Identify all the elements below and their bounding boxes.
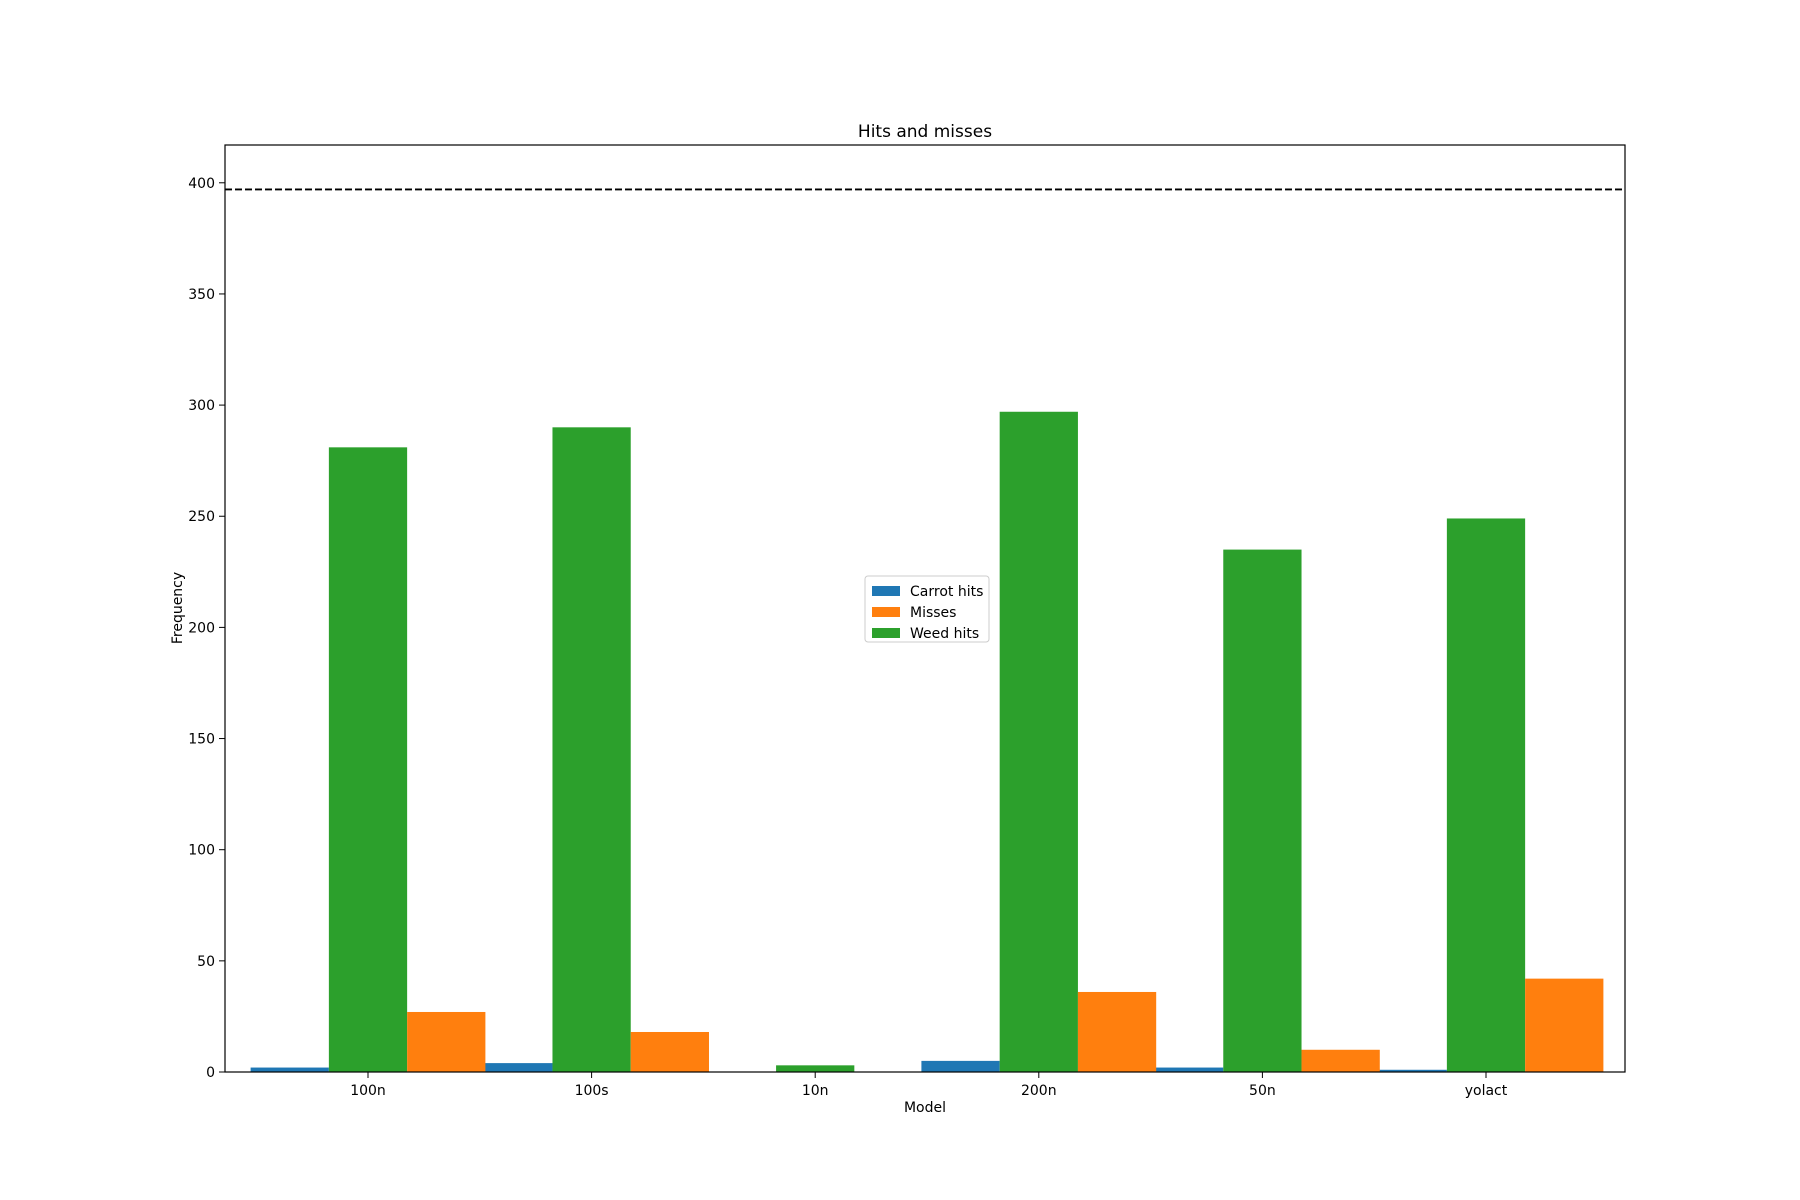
bar-misses-200n [1077, 991, 1157, 1072]
y-axis: 0 50 100 150 200 250 300 350 400 [188, 176, 225, 1081]
legend-label-carrot-hits: Carrot hits [910, 584, 983, 600]
legend-swatch-misses [872, 607, 900, 617]
x-axis: 100n 100s 10n 200n 50n yolact [350, 1072, 1508, 1099]
y-tick-label-200: 200 [188, 620, 215, 636]
legend: Carrot hits Misses Weed hits [864, 575, 990, 643]
bar-carrot-hits-50n [1145, 1067, 1224, 1072]
bar-weed-hits-50n [1223, 549, 1302, 1072]
y-tick-label-100: 100 [188, 843, 215, 859]
legend-label-misses: Misses [910, 605, 956, 621]
plot-frame [224, 144, 1626, 1073]
bar-weed-hits-100s [552, 427, 631, 1072]
y-tick-label-400: 400 [188, 176, 215, 192]
bar-carrot-hits-100s [474, 1063, 553, 1072]
x-tick-label-200n: 200n [1021, 1083, 1057, 1099]
bar-misses-yolact [1525, 978, 1604, 1072]
legend-swatch-carrot-hits [872, 586, 900, 596]
bar-carrot-hits-100n [250, 1067, 329, 1072]
y-tick-label-150: 150 [188, 732, 215, 748]
y-tick-label-50: 50 [197, 954, 215, 970]
y-tick-label-350: 350 [188, 287, 215, 303]
bar-weed-hits-yolact [1446, 518, 1526, 1072]
y-tick-label-250: 250 [188, 509, 215, 525]
bar-weed-hits-10n [776, 1065, 855, 1072]
y-tick-label-0: 0 [206, 1065, 215, 1081]
bar-misses-50n [1301, 1049, 1380, 1072]
legend-swatch-weed-hits [872, 628, 900, 638]
x-axis-label: Model [904, 1100, 946, 1116]
x-tick-label-100n: 100n [350, 1083, 386, 1099]
bar-weed-hits-100n [328, 447, 408, 1073]
x-tick-label-10n: 10n [802, 1083, 829, 1099]
bar-misses-100s [630, 1031, 709, 1072]
legend-label-weed-hits: Weed hits [910, 626, 979, 642]
bar-weed-hits-200n [999, 411, 1078, 1072]
y-tick-label-300: 300 [188, 398, 215, 414]
chart-title: Hits and misses [858, 122, 992, 142]
x-tick-label-yolact: yolact [1465, 1083, 1508, 1099]
bars-group [250, 411, 1604, 1073]
x-tick-label-100s: 100s [575, 1083, 609, 1099]
bar-misses-100n [407, 1011, 486, 1072]
bar-carrot-hits-200n [921, 1060, 1000, 1072]
bar-carrot-hits-yolact [1368, 1069, 1447, 1072]
x-tick-label-50n: 50n [1249, 1083, 1276, 1099]
y-axis-label: Frequency [170, 572, 186, 644]
